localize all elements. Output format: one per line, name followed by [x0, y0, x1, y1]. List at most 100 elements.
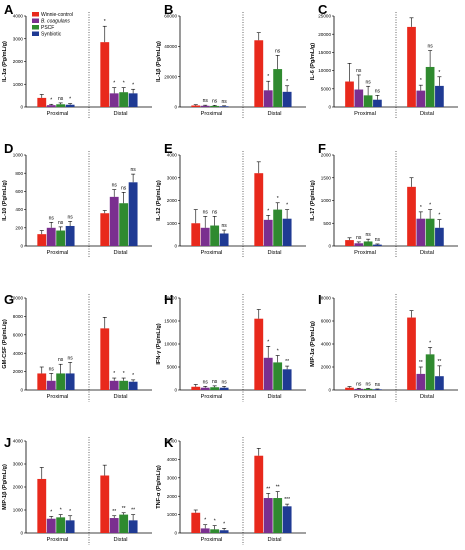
bar-winnie-control-proximal — [37, 478, 47, 533]
y-tick-label: 0 — [174, 105, 177, 110]
bar-winnie-control-proximal — [37, 97, 47, 107]
legend-swatch — [32, 18, 39, 23]
significance-label: * — [132, 82, 134, 88]
panel-letter: B — [164, 2, 173, 17]
significance-label: * — [286, 79, 288, 85]
bar-b-coagulans-proximal — [46, 380, 56, 390]
y-tick-label: 600 — [15, 189, 23, 194]
panel-letter: A — [4, 2, 14, 17]
x-category-label: Proximal — [354, 394, 376, 400]
y-tick-label: 0 — [20, 531, 23, 536]
bar-winnie-control-proximal — [345, 81, 354, 107]
bar-pscf-distal — [425, 218, 435, 246]
significance-label: * — [277, 196, 279, 202]
x-category-label: Proximal — [201, 250, 223, 256]
significance-label: ns — [221, 379, 227, 385]
x-category-label: Proximal — [354, 250, 376, 256]
bar-b-coagulans-distal — [416, 373, 426, 390]
y-tick-label: 200 — [15, 225, 23, 230]
bar-synbiotic-distal — [282, 218, 292, 246]
significance-label: * — [123, 371, 125, 377]
bar-winnie-control-distal — [100, 475, 110, 533]
y-tick-label: 4000 — [167, 153, 178, 158]
y-tick-label: 0 — [20, 244, 23, 249]
significance-label: * — [429, 203, 431, 209]
bar-b-coagulans-proximal — [46, 518, 56, 533]
bar-synbiotic-distal — [128, 93, 138, 107]
bar-pscf-distal — [425, 354, 435, 390]
significance-label: ** — [122, 506, 126, 512]
bar-b-coagulans-distal — [416, 218, 426, 246]
panel-letter: J — [4, 435, 11, 450]
y-tick-label: 4000 — [13, 14, 24, 19]
significance-label: * — [50, 97, 52, 103]
significance-label: ns — [356, 235, 362, 241]
bar-winnie-control-proximal — [191, 105, 201, 107]
x-category-label: Distal — [114, 111, 128, 117]
y-tick-label: 8000 — [13, 314, 24, 319]
y-tick-label: 0 — [174, 388, 177, 393]
bar-b-coagulans-distal — [263, 90, 273, 107]
significance-label: ns — [212, 379, 218, 385]
y-axis-label: IL-1β (Pg/mL/g) — [156, 41, 162, 82]
x-category-label: Distal — [114, 250, 128, 256]
significance-label: ns — [58, 220, 64, 226]
bar-pscf-distal — [273, 209, 283, 246]
bar-synbiotic-proximal — [373, 99, 382, 107]
significance-label: * — [420, 205, 422, 211]
bar-pscf-distal — [119, 380, 129, 390]
y-tick-label: 10000 — [164, 342, 177, 347]
significance-label: ns — [365, 79, 371, 85]
bar-winnie-control-distal — [254, 40, 264, 108]
bar-winnie-control-proximal — [191, 223, 201, 246]
bar-b-coagulans-proximal — [200, 387, 210, 390]
panel-letter: H — [164, 292, 173, 307]
x-category-label: Proximal — [47, 537, 69, 543]
bar-pscf-proximal — [363, 388, 373, 390]
significance-label: ** — [112, 509, 116, 515]
bar-pscf-distal — [119, 92, 129, 107]
significance-label: ** — [266, 486, 270, 492]
significance-label: ns — [49, 215, 55, 221]
bar-b-coagulans-proximal — [354, 89, 364, 107]
y-tick-label: 3000 — [13, 36, 24, 41]
bar-pscf-proximal — [210, 529, 220, 533]
bar-b-coagulans-proximal — [46, 227, 56, 246]
bar-pscf-proximal — [210, 105, 220, 107]
significance-label: * — [69, 97, 71, 103]
panel-A: A IL-1α (Pg/mL/g) 0 1000 2000 3000 4000 * ns * Pro… — [2, 2, 152, 119]
bar-b-coagulans-distal — [109, 518, 119, 533]
bar-synbiotic-proximal — [219, 233, 229, 246]
y-tick-label: 6000 — [13, 332, 24, 337]
significance-label: ns — [67, 214, 73, 220]
significance-label: * — [69, 509, 71, 515]
bar-pscf-proximal — [363, 95, 373, 107]
y-tick-label: 0 — [174, 244, 177, 249]
y-axis-label: MIP-1α (Pg/mL/g) — [310, 321, 316, 367]
panel-D: DIL-10 (Pg/mL/g)02004006008001000nsnsnsP… — [2, 141, 152, 258]
x-category-label: Distal — [268, 111, 282, 117]
bar-b-coagulans-proximal — [200, 227, 210, 246]
x-category-label: Distal — [114, 394, 128, 400]
y-tick-label: 5000 — [167, 365, 178, 370]
bar-winnie-control-distal — [254, 455, 264, 533]
y-tick-label: 3000 — [13, 462, 24, 467]
bar-pscf-proximal — [56, 230, 66, 246]
y-tick-label: 2000 — [13, 485, 24, 490]
y-tick-label: 3000 — [167, 175, 178, 180]
significance-label: * — [113, 81, 115, 87]
x-category-label: Distal — [420, 250, 434, 256]
panel-letter: F — [318, 141, 326, 156]
bar-winnie-control-proximal — [191, 512, 201, 533]
bar-pscf-proximal — [363, 241, 373, 246]
significance-label: ns — [67, 355, 73, 361]
bar-synbiotic-proximal — [373, 244, 382, 246]
bar-pscf-distal — [119, 514, 129, 533]
bar-b-coagulans-distal — [263, 219, 273, 246]
significance-label: * — [113, 371, 115, 377]
bar-b-coagulans-distal — [109, 196, 119, 246]
y-tick-label: 20000 — [164, 296, 177, 301]
